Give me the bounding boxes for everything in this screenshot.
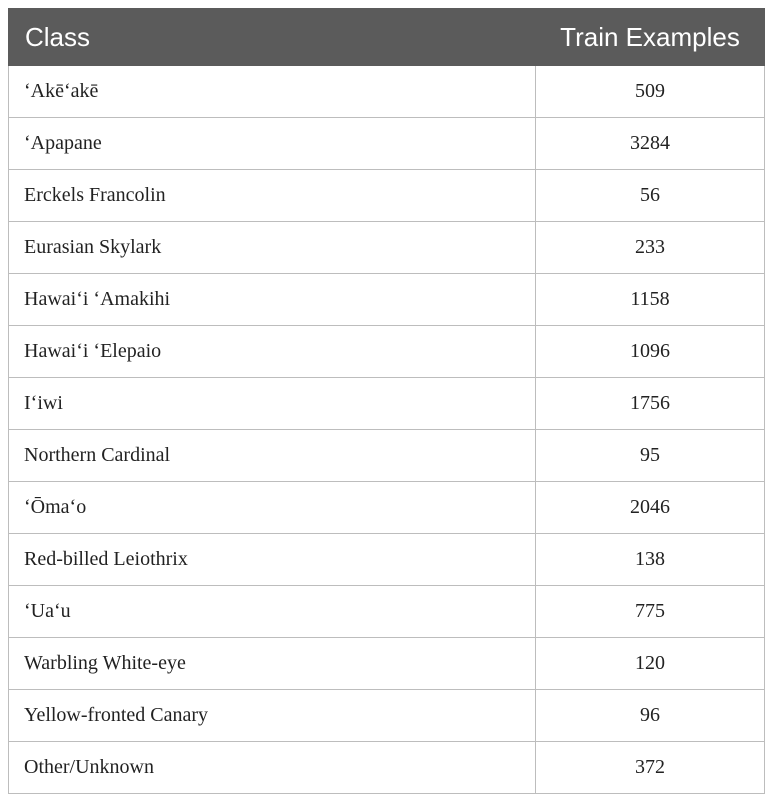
class-cell: ʻŌmaʻo (8, 481, 536, 534)
table-header: Class Train Examples (8, 8, 765, 66)
class-cell: Warbling White-eye (8, 637, 536, 690)
train-count-cell: 120 (535, 637, 765, 690)
table-row: Eurasian Skylark 233 (8, 221, 765, 274)
class-cell: ʻAkēʻakē (8, 65, 536, 118)
table-row: Red-billed Leiothrix 138 (8, 533, 765, 586)
train-count-cell: 509 (535, 65, 765, 118)
class-cell: Northern Cardinal (8, 429, 536, 482)
train-count-cell: 2046 (535, 481, 765, 534)
table-row: ʻApapane 3284 (8, 117, 765, 170)
table-row: ʻUaʻu 775 (8, 585, 765, 638)
table-row: Hawaiʻi ʻElepaio 1096 (8, 325, 765, 378)
table-row: Iʻiwi 1756 (8, 377, 765, 430)
table-body: ʻAkēʻakē 509 ʻApapane 3284 Erckels Franc… (8, 65, 765, 794)
train-count-cell: 95 (535, 429, 765, 482)
train-count-cell: 1158 (535, 273, 765, 326)
class-cell: Yellow-fronted Canary (8, 689, 536, 742)
class-cell: Hawaiʻi ʻElepaio (8, 325, 536, 378)
train-count-cell: 372 (535, 741, 765, 794)
table-row: ʻAkēʻakē 509 (8, 65, 765, 118)
table-row: Warbling White-eye 120 (8, 637, 765, 690)
table-row: Other/Unknown 372 (8, 741, 765, 794)
table-row: Yellow-fronted Canary 96 (8, 689, 765, 742)
class-cell: Other/Unknown (8, 741, 536, 794)
train-count-cell: 3284 (535, 117, 765, 170)
class-cell: Hawaiʻi ʻAmakihi (8, 273, 536, 326)
train-count-cell: 56 (535, 169, 765, 222)
class-cell: Eurasian Skylark (8, 221, 536, 274)
table-row: Northern Cardinal 95 (8, 429, 765, 482)
train-count-cell: 1096 (535, 325, 765, 378)
class-cell: Iʻiwi (8, 377, 536, 430)
train-count-cell: 96 (535, 689, 765, 742)
table-row: Hawaiʻi ʻAmakihi 1158 (8, 273, 765, 326)
class-table-container: Class Train Examples ʻAkēʻakē 509 ʻApapa… (8, 8, 765, 794)
class-cell: Red-billed Leiothrix (8, 533, 536, 586)
class-cell: ʻUaʻu (8, 585, 536, 638)
train-count-cell: 233 (535, 221, 765, 274)
table-row: Erckels Francolin 56 (8, 169, 765, 222)
class-cell: Erckels Francolin (8, 169, 536, 222)
class-cell: ʻApapane (8, 117, 536, 170)
table-row: ʻŌmaʻo 2046 (8, 481, 765, 534)
train-count-cell: 1756 (535, 377, 765, 430)
header-row: Class Train Examples (8, 8, 765, 66)
train-count-cell: 138 (535, 533, 765, 586)
train-count-cell: 775 (535, 585, 765, 638)
class-train-examples-table: Class Train Examples ʻAkēʻakē 509 ʻApapa… (8, 8, 765, 794)
header-train-examples: Train Examples (535, 8, 765, 66)
header-class: Class (8, 8, 536, 66)
